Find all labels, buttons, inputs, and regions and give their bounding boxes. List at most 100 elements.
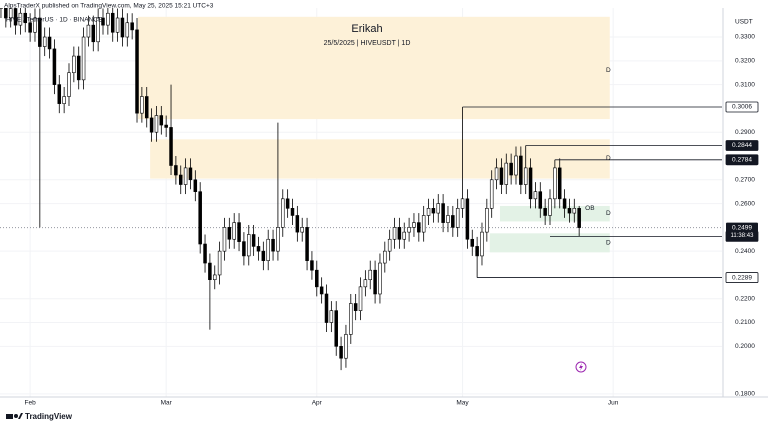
y-tick-label: 0.3300 xyxy=(735,34,755,41)
candle-body xyxy=(52,48,57,85)
candle-body xyxy=(217,250,222,276)
x-tick-label: Jun xyxy=(608,400,619,407)
candle-body xyxy=(285,198,290,209)
candle-body xyxy=(572,208,577,214)
candle-body xyxy=(353,303,358,311)
level-label-box xyxy=(725,140,759,151)
candle-body xyxy=(494,167,499,181)
candle-body xyxy=(242,241,246,257)
candle-body xyxy=(392,227,397,240)
candle-body xyxy=(198,191,202,245)
x-tick-label: Mar xyxy=(161,400,173,407)
candle-body xyxy=(310,260,314,271)
y-tick-label: 0.3200 xyxy=(735,58,755,65)
candle-body xyxy=(485,208,489,233)
candle-body xyxy=(178,174,183,185)
chart-subtitle: 25/5/2025 | HIVEUSDT | 1D xyxy=(324,40,411,47)
last-price-label: 0.2499 xyxy=(732,224,752,231)
candle-body xyxy=(38,17,42,47)
candle-body xyxy=(276,227,280,252)
candle-body xyxy=(101,17,105,26)
zone xyxy=(499,205,610,222)
x-tick-label: Feb xyxy=(25,400,37,407)
candle-body xyxy=(324,293,329,323)
candle-body xyxy=(460,198,465,209)
candle-body xyxy=(266,238,270,261)
candle-body xyxy=(383,250,387,264)
candle-body xyxy=(247,234,251,257)
y-tick-label: 0.2400 xyxy=(735,248,755,255)
candle-body xyxy=(125,22,130,38)
candle-body xyxy=(557,167,562,200)
candle-body xyxy=(91,24,96,43)
candle-body xyxy=(504,162,509,185)
candle-body xyxy=(154,115,159,133)
candle-body xyxy=(188,167,193,181)
candle-body xyxy=(281,198,285,228)
candle-body xyxy=(67,72,71,97)
candle-body xyxy=(446,215,450,223)
candle-body xyxy=(509,162,513,176)
candle-body xyxy=(0,8,3,9)
chart-title: Erikah xyxy=(351,23,382,35)
candle-body xyxy=(426,208,431,216)
candle-body xyxy=(42,36,47,47)
candle-body xyxy=(480,231,484,257)
candle-body xyxy=(431,208,436,214)
candle-body xyxy=(315,269,319,288)
zone xyxy=(137,16,610,120)
lightning-icon xyxy=(575,361,587,373)
candle-body xyxy=(368,269,372,281)
candle-body xyxy=(470,238,475,247)
candle-body xyxy=(62,96,66,104)
candle-body xyxy=(169,127,173,166)
candle-body xyxy=(358,286,363,311)
y-tick-label: 0.2900 xyxy=(735,129,755,136)
candle-body xyxy=(193,179,198,192)
candle-body xyxy=(514,155,518,176)
candle-body xyxy=(562,198,567,209)
candle-body xyxy=(373,269,377,295)
level-label: 0.2844 xyxy=(732,142,752,149)
level-label: 0.3006 xyxy=(732,104,752,111)
level-label: 0.2784 xyxy=(732,157,752,164)
candle-body xyxy=(23,12,28,24)
y-tick-label: 0.2700 xyxy=(735,176,755,183)
candle-body xyxy=(319,286,324,295)
candle-body xyxy=(57,84,62,104)
candle-body xyxy=(76,55,81,81)
candle-body xyxy=(528,167,533,200)
candle-body xyxy=(135,29,139,114)
candle-body xyxy=(140,96,144,114)
candle-body xyxy=(577,208,581,228)
annotation: D xyxy=(606,210,611,217)
candle-body xyxy=(208,262,212,281)
candle-body xyxy=(567,208,572,214)
y-tick-label: 0.2200 xyxy=(735,295,755,302)
currency: USDT xyxy=(735,19,753,26)
candle-body xyxy=(222,227,227,252)
candle-body xyxy=(363,279,368,288)
candle-body xyxy=(421,215,426,233)
annotation: D xyxy=(606,67,611,74)
symbol: HIVE / TetherUS · 1D · BINANCE xyxy=(6,17,103,24)
y-tick-label: 0.2000 xyxy=(735,343,755,350)
annotation: D xyxy=(606,155,611,162)
candle-body xyxy=(417,222,421,233)
candle-body xyxy=(149,117,154,133)
candle-body xyxy=(13,8,18,26)
y-tick-label: 0.3100 xyxy=(735,81,755,88)
candle-body xyxy=(548,198,552,216)
candle-body xyxy=(164,124,168,128)
candle-body xyxy=(349,303,353,335)
candle-body xyxy=(256,246,261,252)
candle-body xyxy=(412,222,416,228)
candle-body xyxy=(261,250,266,261)
plot-area xyxy=(0,8,722,397)
level-label-box xyxy=(725,272,759,283)
candle-body xyxy=(237,222,241,242)
y-tick-label: 0.2100 xyxy=(735,319,755,326)
level-label-box xyxy=(725,101,759,113)
